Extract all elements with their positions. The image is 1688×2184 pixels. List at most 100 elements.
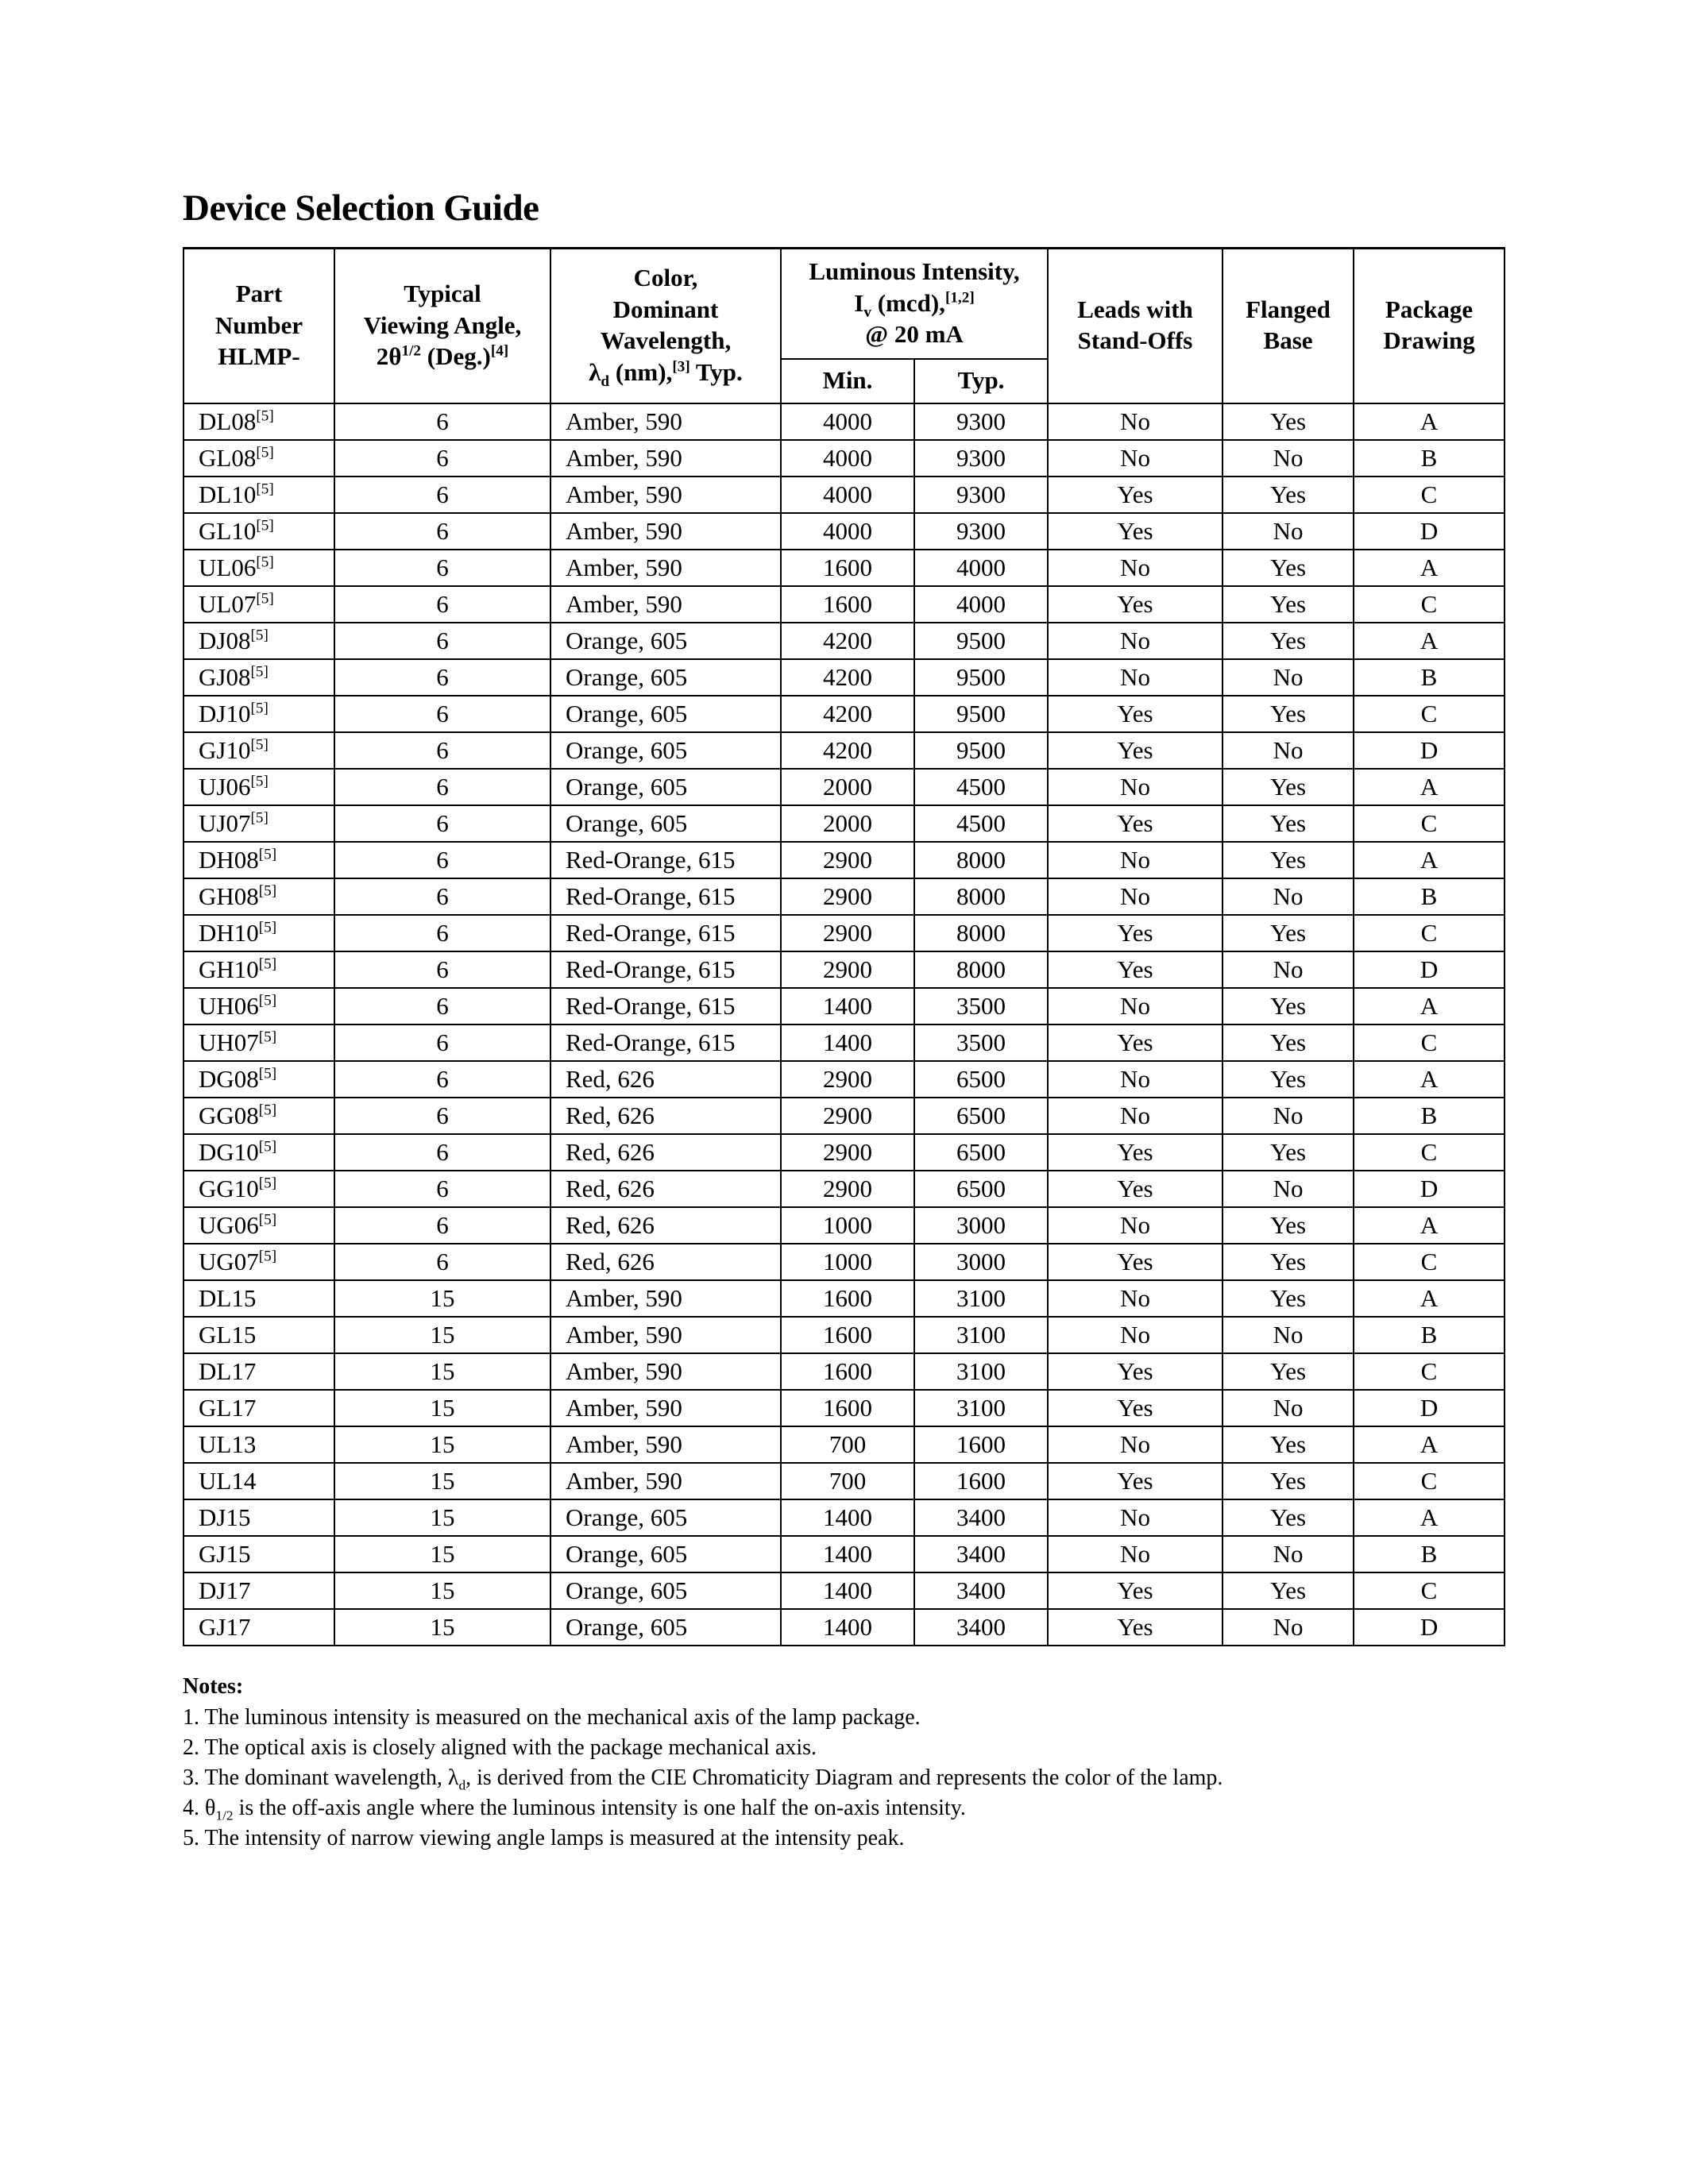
cell-angle: 15 <box>334 1426 550 1463</box>
cell-color: Amber, 590 <box>550 477 781 513</box>
cell-lum-min: 1000 <box>781 1207 914 1244</box>
cell-part: GJ08[5] <box>183 659 334 696</box>
cell-leads: No <box>1048 1061 1223 1098</box>
cell-pkg: D <box>1354 1390 1505 1426</box>
cell-pkg: D <box>1354 732 1505 769</box>
table-row: DL08[5]6Amber, 59040009300NoYesA <box>183 403 1505 440</box>
cell-part: GL15 <box>183 1317 334 1353</box>
cell-lum-min: 1400 <box>781 1536 914 1572</box>
cell-flanged: No <box>1223 1098 1354 1134</box>
cell-angle: 6 <box>334 1244 550 1280</box>
cell-part: GH08[5] <box>183 878 334 915</box>
cell-pkg: C <box>1354 1134 1505 1171</box>
cell-angle: 6 <box>334 988 550 1024</box>
cell-angle: 6 <box>334 696 550 732</box>
cell-angle: 15 <box>334 1390 550 1426</box>
cell-pkg: C <box>1354 586 1505 623</box>
cell-color: Amber, 590 <box>550 440 781 477</box>
cell-lum-typ: 3500 <box>914 988 1048 1024</box>
table-row: GH08[5]6Red-Orange, 61529008000NoNoB <box>183 878 1505 915</box>
cell-lum-typ: 3400 <box>914 1536 1048 1572</box>
notes-section: Notes: 1. The luminous intensity is meas… <box>183 1672 1505 1854</box>
cell-pkg: D <box>1354 513 1505 550</box>
cell-pkg: C <box>1354 1244 1505 1280</box>
cell-leads: No <box>1048 1207 1223 1244</box>
cell-color: Red-Orange, 615 <box>550 951 781 988</box>
col-header-flanged: FlangedBase <box>1223 249 1354 403</box>
table-row: UL1315Amber, 5907001600NoYesA <box>183 1426 1505 1463</box>
cell-lum-typ: 4000 <box>914 586 1048 623</box>
cell-lum-min: 1400 <box>781 1609 914 1646</box>
cell-flanged: Yes <box>1223 1572 1354 1609</box>
table-row: UL1415Amber, 5907001600YesYesC <box>183 1463 1505 1499</box>
cell-leads: Yes <box>1048 732 1223 769</box>
cell-color: Orange, 605 <box>550 769 781 805</box>
cell-lum-typ: 1600 <box>914 1463 1048 1499</box>
cell-part: UG07[5] <box>183 1244 334 1280</box>
cell-lum-typ: 3100 <box>914 1390 1048 1426</box>
cell-lum-typ: 9300 <box>914 440 1048 477</box>
table-row: UJ07[5]6Orange, 60520004500YesYesC <box>183 805 1505 842</box>
cell-flanged: Yes <box>1223 1207 1354 1244</box>
cell-part: UJ07[5] <box>183 805 334 842</box>
cell-lum-typ: 8000 <box>914 915 1048 951</box>
cell-lum-min: 4000 <box>781 477 914 513</box>
cell-leads: No <box>1048 1536 1223 1572</box>
cell-angle: 6 <box>334 951 550 988</box>
cell-leads: Yes <box>1048 477 1223 513</box>
cell-lum-min: 1600 <box>781 1390 914 1426</box>
cell-angle: 6 <box>334 1024 550 1061</box>
cell-leads: Yes <box>1048 805 1223 842</box>
cell-flanged: No <box>1223 878 1354 915</box>
cell-flanged: Yes <box>1223 842 1354 878</box>
cell-color: Red-Orange, 615 <box>550 878 781 915</box>
cell-color: Red, 626 <box>550 1134 781 1171</box>
cell-pkg: C <box>1354 477 1505 513</box>
cell-part: DG08[5] <box>183 1061 334 1098</box>
cell-pkg: C <box>1354 1024 1505 1061</box>
cell-leads: No <box>1048 769 1223 805</box>
cell-lum-typ: 6500 <box>914 1134 1048 1171</box>
cell-flanged: Yes <box>1223 769 1354 805</box>
cell-pkg: A <box>1354 1499 1505 1536</box>
table-row: DG10[5]6Red, 62629006500YesYesC <box>183 1134 1505 1171</box>
cell-angle: 15 <box>334 1536 550 1572</box>
col-header-lum-top: Luminous Intensity,Iv (mcd),[1,2]@ 20 mA <box>781 249 1048 360</box>
cell-pkg: C <box>1354 805 1505 842</box>
cell-flanged: Yes <box>1223 1426 1354 1463</box>
cell-angle: 6 <box>334 1098 550 1134</box>
table-row: GL1715Amber, 59016003100YesNoD <box>183 1390 1505 1426</box>
cell-pkg: A <box>1354 550 1505 586</box>
cell-flanged: Yes <box>1223 696 1354 732</box>
cell-leads: No <box>1048 1426 1223 1463</box>
cell-angle: 6 <box>334 659 550 696</box>
cell-angle: 6 <box>334 513 550 550</box>
cell-lum-typ: 9300 <box>914 513 1048 550</box>
cell-angle: 6 <box>334 915 550 951</box>
cell-angle: 6 <box>334 769 550 805</box>
cell-flanged: No <box>1223 659 1354 696</box>
cell-flanged: No <box>1223 513 1354 550</box>
note-item: 1. The luminous intensity is measured on… <box>183 1703 1505 1733</box>
cell-part: DL10[5] <box>183 477 334 513</box>
cell-angle: 6 <box>334 1207 550 1244</box>
cell-lum-typ: 4500 <box>914 769 1048 805</box>
note-item: 3. The dominant wavelength, λd, is deriv… <box>183 1763 1505 1793</box>
table-row: DJ08[5]6Orange, 60542009500NoYesA <box>183 623 1505 659</box>
cell-pkg: B <box>1354 440 1505 477</box>
cell-pkg: A <box>1354 623 1505 659</box>
table-row: GG10[5]6Red, 62629006500YesNoD <box>183 1171 1505 1207</box>
cell-part: GJ17 <box>183 1609 334 1646</box>
cell-lum-min: 2900 <box>781 878 914 915</box>
cell-angle: 15 <box>334 1463 550 1499</box>
note-item: 5. The intensity of narrow viewing angle… <box>183 1823 1505 1854</box>
table-row: DJ10[5]6Orange, 60542009500YesYesC <box>183 696 1505 732</box>
cell-flanged: Yes <box>1223 988 1354 1024</box>
cell-pkg: A <box>1354 1426 1505 1463</box>
cell-part: DL08[5] <box>183 403 334 440</box>
cell-flanged: Yes <box>1223 1353 1354 1390</box>
table-row: DH08[5]6Red-Orange, 61529008000NoYesA <box>183 842 1505 878</box>
cell-lum-min: 1000 <box>781 1244 914 1280</box>
cell-color: Amber, 590 <box>550 1463 781 1499</box>
cell-flanged: Yes <box>1223 1280 1354 1317</box>
